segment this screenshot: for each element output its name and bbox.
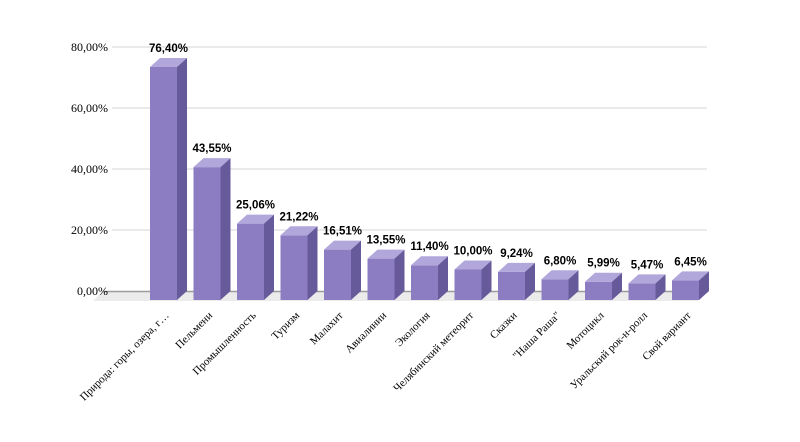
bar-front xyxy=(541,279,569,300)
category-label: Малахит xyxy=(308,310,346,348)
bar-top xyxy=(237,214,274,224)
bar-top xyxy=(672,271,709,281)
bar-front xyxy=(411,265,438,300)
category-label: Туризм xyxy=(269,310,302,343)
bar-side xyxy=(307,226,318,300)
bar-top xyxy=(280,226,318,236)
category-label: Пельмени xyxy=(173,310,215,352)
value-label: 9,24% xyxy=(500,248,533,260)
bar-front xyxy=(672,280,699,300)
bar-top xyxy=(454,260,492,270)
value-label: 11,40% xyxy=(410,241,448,253)
bar-side xyxy=(699,271,709,300)
bar-side xyxy=(612,272,622,300)
y-tick-label: 80,00% xyxy=(71,40,108,54)
category-label: Экология xyxy=(393,310,432,349)
bar-side xyxy=(177,57,187,301)
bar-side xyxy=(655,274,666,300)
bar-front xyxy=(367,258,395,300)
bar-top xyxy=(498,262,535,272)
category-label: Авиалинии xyxy=(343,310,389,356)
value-label: 25,06% xyxy=(236,200,275,212)
category-label: Челябинский метеорит xyxy=(391,310,476,395)
y-tick-label: 20,00% xyxy=(71,223,108,237)
value-label: 10,00% xyxy=(453,246,492,258)
bar-side xyxy=(525,262,535,300)
value-label: 13,55% xyxy=(366,235,405,247)
y-tick-label: 40,00% xyxy=(71,162,108,176)
bar-front xyxy=(150,66,177,300)
value-label: 21,22% xyxy=(279,211,318,223)
bar-front xyxy=(585,281,612,300)
bar-top xyxy=(324,240,361,250)
bar-side xyxy=(438,256,448,300)
value-label: 5,99% xyxy=(587,258,620,270)
bar-front xyxy=(193,167,221,300)
category-label: Уральский рок-н-ролл xyxy=(568,309,650,391)
bar-top xyxy=(411,256,448,266)
bar-front xyxy=(628,283,656,300)
bar-front xyxy=(237,223,264,300)
bar-side xyxy=(568,270,579,300)
y-tick-label: 0,00% xyxy=(77,284,108,298)
bar-front xyxy=(498,271,525,300)
bar-side xyxy=(264,214,274,300)
bar-side xyxy=(394,249,405,300)
bar-top xyxy=(541,270,579,280)
value-label: 76,40% xyxy=(149,43,188,55)
bar-side xyxy=(481,260,492,300)
value-label: 6,45% xyxy=(674,256,707,268)
bar-front xyxy=(280,235,308,300)
bar-side xyxy=(220,158,231,300)
bar-front xyxy=(324,249,351,300)
bar-top xyxy=(193,158,231,168)
bar-top xyxy=(150,57,187,67)
bar-top xyxy=(628,274,666,284)
bar-top xyxy=(585,272,622,282)
bar-front xyxy=(454,269,482,300)
category-label: Мотоцикл xyxy=(564,309,607,352)
value-label: 16,51% xyxy=(323,226,362,238)
value-label: 6,80% xyxy=(544,255,577,267)
y-tick-label: 60,00% xyxy=(71,101,108,115)
value-label: 43,55% xyxy=(192,143,231,155)
bar-top xyxy=(367,249,405,259)
category-label: Сказки xyxy=(488,310,520,342)
bar-side xyxy=(351,240,361,300)
category-label: Природа: горы, озера, г… xyxy=(78,310,172,404)
value-label: 5,47% xyxy=(631,259,664,271)
